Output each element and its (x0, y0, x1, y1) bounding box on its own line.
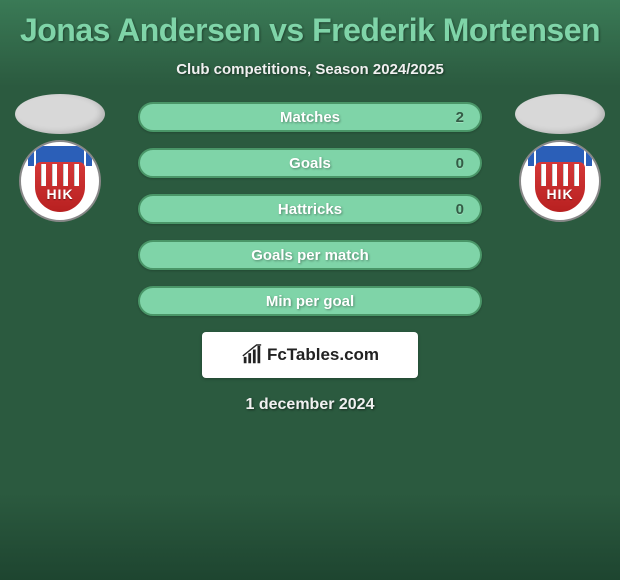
stat-value: 2 (456, 109, 464, 126)
stat-label: Hattricks (278, 201, 342, 218)
stat-value: 0 (456, 201, 464, 218)
stat-row-goals-per-match: Goals per match (138, 240, 482, 270)
stat-value: 0 (456, 155, 464, 172)
badge-letters: HIK (46, 186, 73, 202)
comparison-title: Jonas Andersen vs Frederik Mortensen (0, 0, 620, 49)
badge-letters: HIK (546, 186, 573, 202)
brand-text: FcTables.com (267, 345, 379, 365)
stat-row-goals: Goals 0 (138, 148, 482, 178)
brand-box: FcTables.com (202, 332, 418, 378)
date-line: 1 december 2024 (0, 396, 620, 414)
stat-label: Min per goal (266, 293, 354, 310)
stat-label: Goals per match (251, 247, 369, 264)
chart-icon (241, 344, 263, 366)
stat-label: Goals (289, 155, 331, 172)
main-area: HIK HIK Matches 2 Goals 0 Hattricks 0 (0, 102, 620, 414)
player-right-silhouette: HIK (510, 94, 610, 244)
club-badge-right: HIK (519, 140, 601, 222)
stat-label: Matches (280, 109, 340, 126)
stat-row-hattricks: Hattricks 0 (138, 194, 482, 224)
stat-row-min-per-goal: Min per goal (138, 286, 482, 316)
player-left-silhouette: HIK (10, 94, 110, 244)
stat-rows: Matches 2 Goals 0 Hattricks 0 Goals per … (138, 102, 482, 316)
comparison-subtitle: Club competitions, Season 2024/2025 (0, 61, 620, 78)
club-badge-left: HIK (19, 140, 101, 222)
stat-row-matches: Matches 2 (138, 102, 482, 132)
player-head-icon (15, 94, 105, 134)
player-head-icon (515, 94, 605, 134)
